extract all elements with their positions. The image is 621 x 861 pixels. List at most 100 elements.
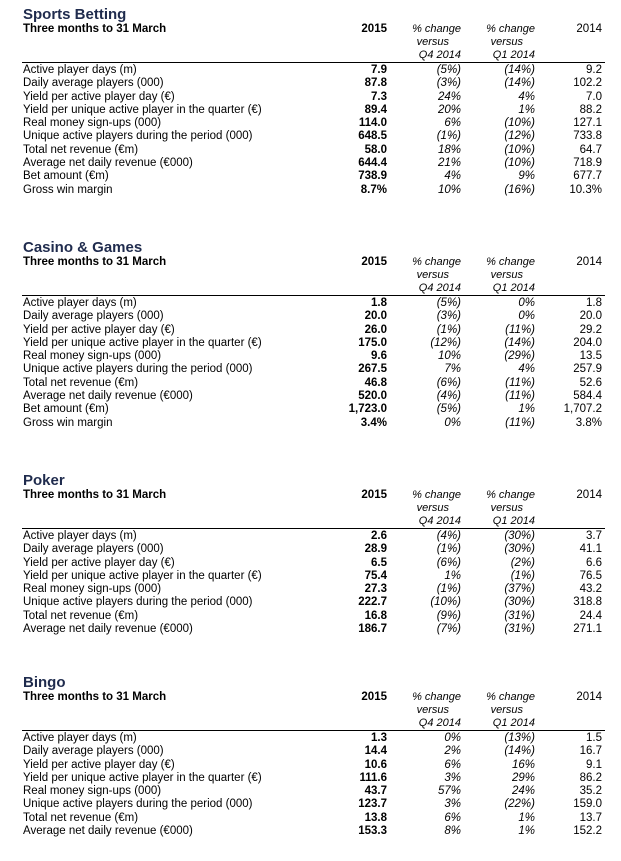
table-row: Gross win margin 8.7% 10% (16%) 10.3% — [0, 184, 621, 197]
section-title: Bingo — [23, 674, 66, 691]
change-vs-q1-2014: 1% — [518, 811, 535, 824]
table-row: Unique active players during the period … — [0, 596, 621, 609]
value-2014: 1.5 — [586, 732, 602, 744]
value-2015: 114.0 — [358, 117, 387, 130]
row-label: Daily average players (000) — [23, 543, 164, 556]
value-2014: 13.5 — [579, 350, 602, 363]
value-2014: 3.7 — [586, 530, 602, 542]
value-2015: 8.7% — [360, 183, 387, 196]
value-2014: 1,707.2 — [563, 403, 602, 416]
value-2015: 26.0 — [364, 323, 387, 336]
column-header-vs-q1: % change versus Q1 2014 — [455, 23, 535, 63]
row-label: Total net revenue (€m) — [23, 376, 139, 389]
change-vs-q4-2014: 10% — [437, 183, 461, 196]
row-label: Active player days (m) — [23, 732, 137, 744]
change-vs-q4-2014: (6%) — [436, 376, 461, 389]
change-vs-q4-2014: (1%) — [436, 543, 461, 556]
table-row: Average net daily revenue (€000) 186.7 (7%… — [0, 623, 621, 636]
section-title: Casino & Games — [23, 239, 143, 256]
change-vs-q1-2014: (10%) — [504, 157, 535, 170]
row-label: Yield per unique active player in the qu… — [23, 336, 262, 349]
row-label: Yield per active player day (€) — [23, 90, 175, 103]
value-2015: 75.4 — [364, 569, 387, 582]
change-vs-q1-2014: 1% — [518, 103, 535, 116]
change-vs-q1-2014: (1%) — [510, 569, 535, 582]
value-2014: 7.0 — [586, 90, 602, 103]
value-2014: 204.0 — [573, 336, 602, 349]
change-vs-q4-2014: (3%) — [436, 77, 461, 90]
row-label: Real money sign-ups (000) — [23, 785, 162, 798]
value-2014: 88.2 — [579, 103, 602, 116]
value-2015: 175.0 — [358, 336, 387, 349]
change-vs-q4-2014: 7% — [444, 363, 461, 376]
header-line: versus — [490, 704, 523, 717]
value-2015: 10.6 — [364, 758, 387, 771]
column-header-2015: 2015 — [361, 691, 387, 703]
section-title: Sports Betting — [23, 6, 127, 23]
row-label: Bet amount (€m) — [23, 170, 109, 183]
table-row: Total net revenue (€m) 16.8 (9%) (31%) 24.4 — [0, 610, 621, 623]
table-row: Unique active players during the period … — [0, 363, 621, 376]
value-2015: 267.5 — [358, 363, 387, 376]
header-line: % change — [486, 256, 535, 268]
value-2014: 733.8 — [573, 130, 602, 143]
table-row: Yield per unique active player in the qu… — [0, 337, 621, 350]
row-label: Average net daily revenue (€000) — [23, 390, 193, 403]
value-2015: 3.4% — [360, 416, 387, 429]
table-row: Yield per unique active player in the qu… — [0, 772, 621, 785]
header-divider — [22, 295, 605, 296]
value-2015: 1,723.0 — [348, 403, 387, 416]
value-2015: 20.0 — [364, 310, 387, 323]
header-divider — [22, 62, 605, 63]
change-vs-q1-2014: (11%) — [505, 376, 535, 389]
column-header-2015: 2015 — [361, 489, 387, 501]
change-vs-q1-2014: 4% — [518, 90, 535, 103]
change-vs-q1-2014: (11%) — [505, 323, 535, 336]
row-label: Total net revenue (€m) — [23, 811, 139, 824]
value-2014: 43.2 — [579, 583, 602, 596]
row-label: Yield per active player day (€) — [23, 758, 175, 771]
header-line: Q1 2014 — [492, 282, 535, 295]
table-body: Active player days (m) 2.6 (4%) (30%) 3.7 Dai… — [0, 530, 621, 636]
column-header-2014: 2014 — [576, 256, 602, 268]
change-vs-q1-2014: (31%) — [504, 623, 535, 636]
value-2015: 9.6 — [371, 350, 387, 363]
value-2014: 35.2 — [579, 785, 602, 798]
value-2015: 222.7 — [358, 596, 387, 609]
section-subtitle: Three months to 31 March — [23, 256, 167, 268]
header-line: versus — [416, 502, 449, 515]
row-label: Unique active players during the period … — [23, 130, 253, 143]
header-line: % change — [486, 23, 535, 35]
table-row: Unique active players during the period … — [0, 798, 621, 811]
value-2015: 2.6 — [371, 530, 387, 542]
table-row: Daily average players (000) 87.8 (3%) (14%)… — [0, 77, 621, 90]
value-2015: 43.7 — [364, 785, 387, 798]
value-2014: 86.2 — [579, 771, 602, 784]
change-vs-q1-2014: 1% — [518, 403, 535, 416]
change-vs-q1-2014: (14%) — [504, 336, 535, 349]
change-vs-q4-2014: 6% — [444, 811, 461, 824]
row-label: Active player days (m) — [23, 64, 137, 76]
value-2014: 127.1 — [573, 117, 602, 130]
row-label: Yield per active player day (€) — [23, 323, 175, 336]
change-vs-q1-2014: 24% — [511, 785, 535, 798]
table-body: Active player days (m) 1.3 0% (13%) 1.5 Daily… — [0, 732, 621, 838]
change-vs-q1-2014: 0% — [518, 310, 535, 323]
change-vs-q4-2014: (4%) — [436, 390, 461, 403]
value-2014: 257.9 — [573, 363, 602, 376]
row-label: Daily average players (000) — [23, 77, 164, 90]
section-title: Poker — [23, 472, 65, 489]
header-divider — [22, 730, 605, 731]
header-line: versus — [490, 502, 523, 515]
value-2015: 87.8 — [364, 77, 387, 90]
change-vs-q4-2014: (1%) — [436, 583, 461, 596]
value-2015: 7.9 — [371, 64, 387, 76]
change-vs-q4-2014: 1% — [444, 569, 461, 582]
row-label: Unique active players during the period … — [23, 596, 253, 609]
header-line: Q4 2014 — [418, 515, 461, 528]
value-2015: 520.0 — [358, 390, 387, 403]
value-2015: 186.7 — [358, 623, 387, 636]
table-body: Active player days (m) 7.9 (5%) (14%) 9.2 Dai… — [0, 64, 621, 197]
change-vs-q1-2014: (30%) — [504, 596, 535, 609]
change-vs-q4-2014: (7%) — [436, 623, 461, 636]
